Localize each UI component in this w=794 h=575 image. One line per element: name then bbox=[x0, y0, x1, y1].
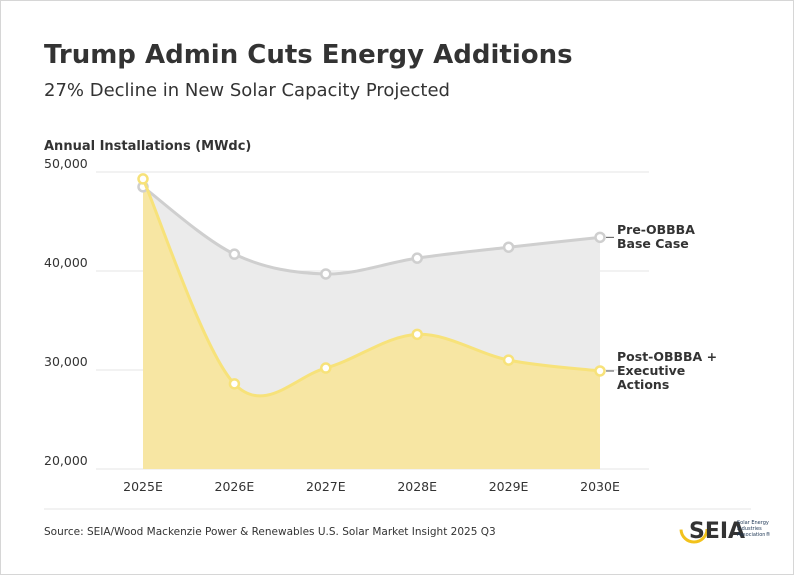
x-tick-label: 2029E bbox=[489, 479, 529, 494]
logo-name: SEIA bbox=[689, 519, 745, 544]
point bbox=[228, 378, 241, 390]
logo-tagline-box: Solar Energy Industries Association® bbox=[737, 520, 771, 538]
point bbox=[137, 173, 149, 185]
point bbox=[411, 328, 423, 341]
x-tick-label: 2026E bbox=[215, 479, 255, 494]
point bbox=[502, 241, 515, 253]
y-tick-label: 20,000 bbox=[44, 453, 88, 468]
x-tick-label: 2028E bbox=[397, 479, 437, 494]
point bbox=[320, 362, 332, 374]
chart-subtitle: 27% Decline in New Solar Capacity Projec… bbox=[44, 80, 450, 101]
source: Source: SEIA/Wood Mackenzie Power & Rene… bbox=[44, 526, 496, 538]
x-tick-label: 2030E bbox=[580, 479, 620, 494]
x-tick-label: 2025E bbox=[123, 479, 163, 494]
logo-arc bbox=[679, 514, 709, 544]
y-tick-label: 30,000 bbox=[44, 354, 88, 369]
legend-label: Pre-OBBBA Base Case bbox=[617, 222, 695, 252]
line bbox=[142, 185, 601, 276]
point bbox=[594, 365, 606, 377]
point bbox=[594, 231, 606, 244]
point bbox=[228, 248, 241, 260]
y-tick-label: 50,000 bbox=[44, 156, 88, 171]
point bbox=[411, 252, 423, 264]
y-axis-label: Annual Installations (MWdc) bbox=[44, 139, 251, 154]
legend-label: Post-OBBBA + Executive Actions bbox=[617, 348, 718, 392]
point bbox=[502, 354, 515, 366]
x-tick-label: 2027E bbox=[306, 479, 346, 494]
point bbox=[320, 268, 332, 280]
logo-tagline: Solar Energy Industries Association® bbox=[737, 520, 771, 538]
y-tick-label: 40,000 bbox=[44, 255, 88, 270]
chart-title: Trump Admin Cuts Energy Additions bbox=[44, 40, 573, 70]
